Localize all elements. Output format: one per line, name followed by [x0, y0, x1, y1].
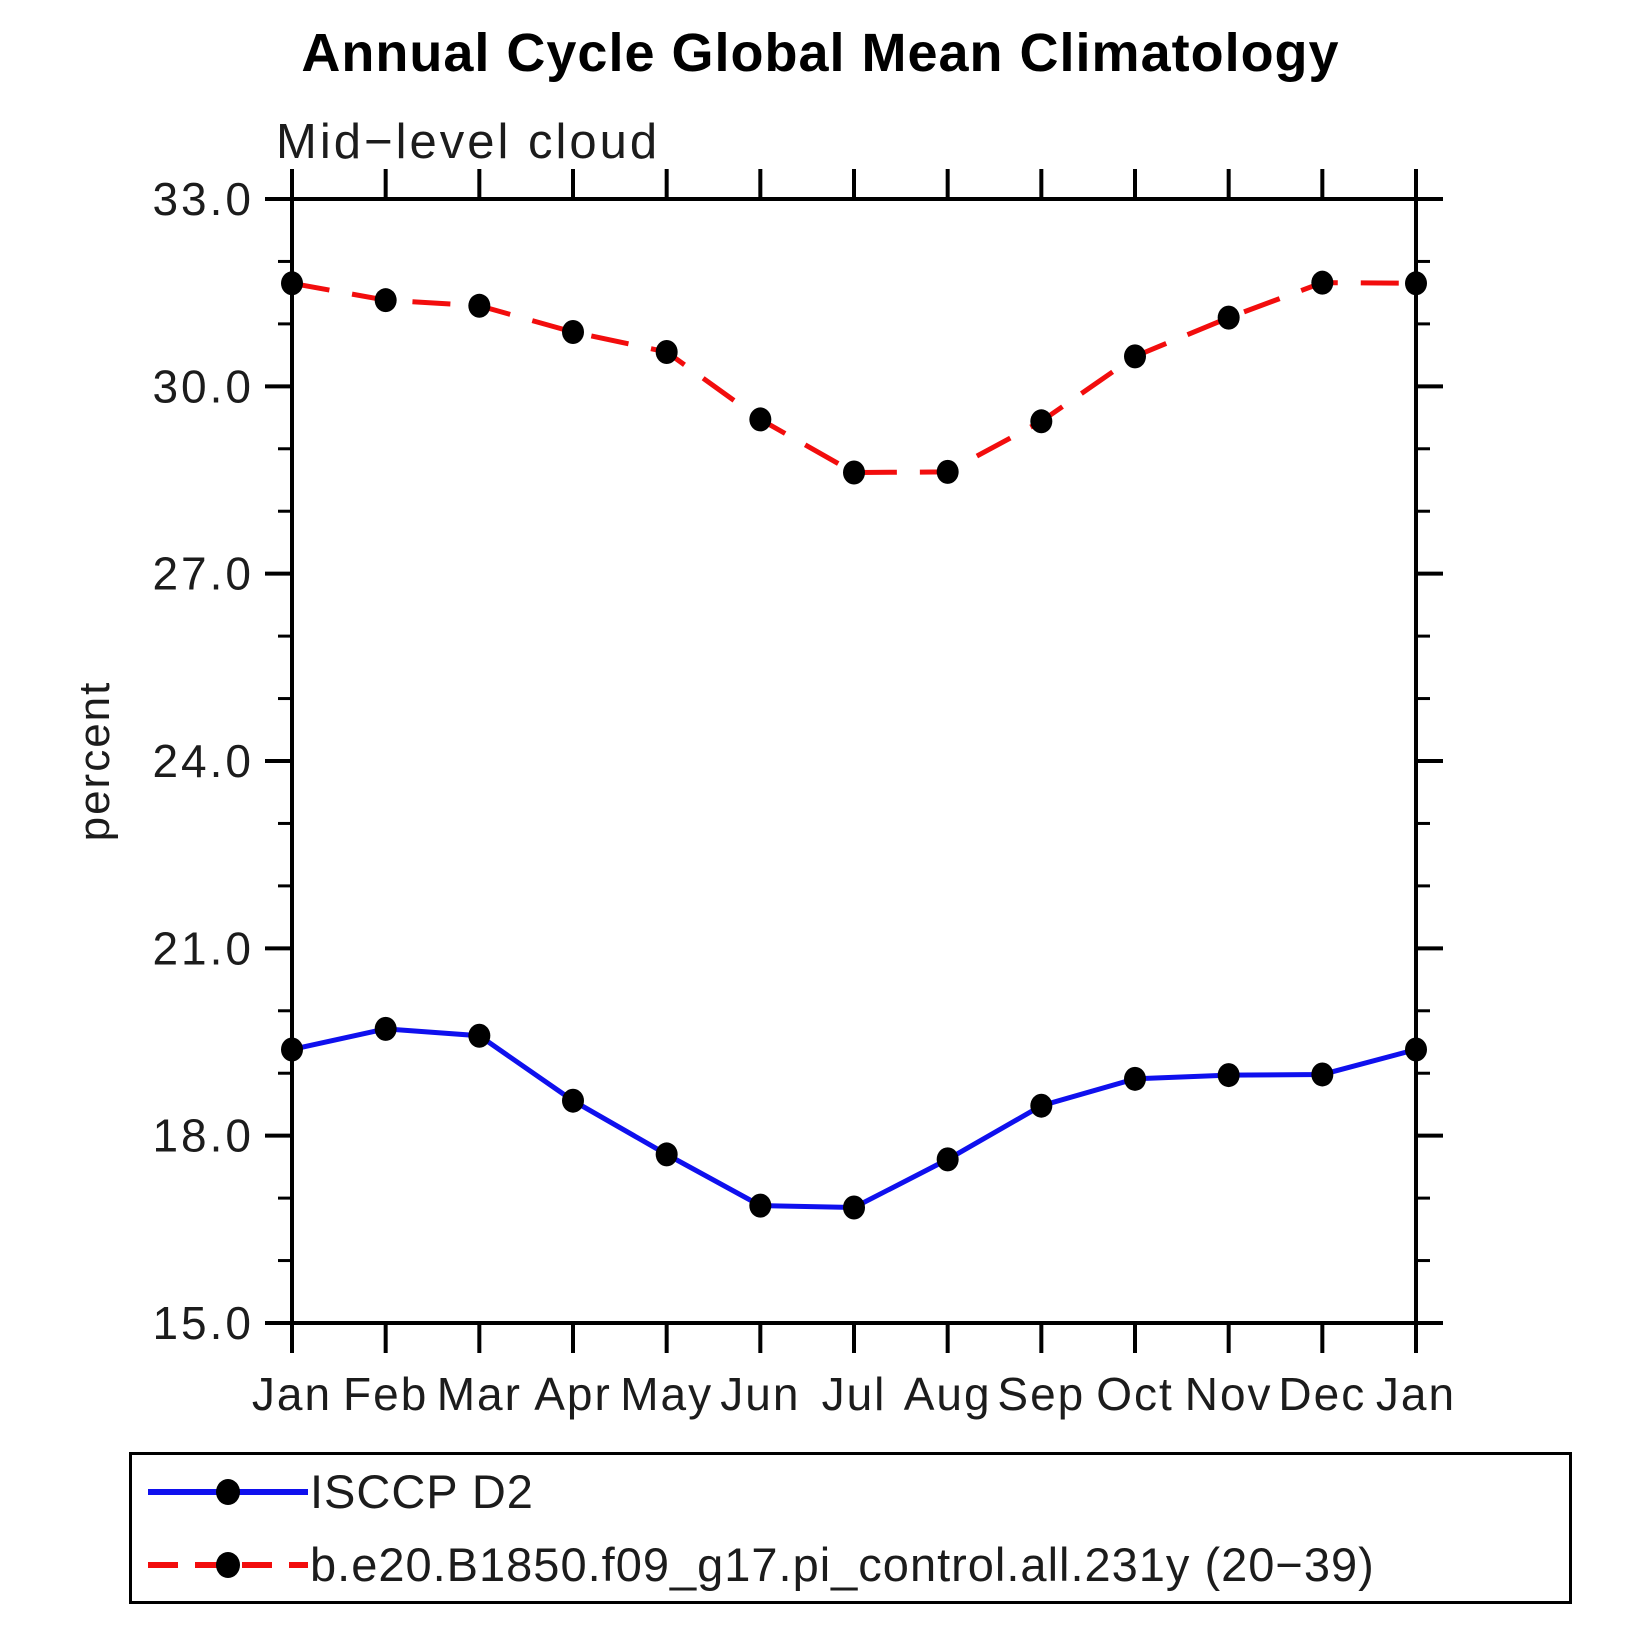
- series-line-1: [291, 280, 1417, 476]
- series-1-marker: [562, 320, 584, 345]
- x-tick-label: Jan: [252, 1368, 332, 1420]
- series-1-marker: [1030, 409, 1053, 434]
- legend: ISCCP D2 b.e20.B1850.f09_g17.pi_control.…: [129, 1452, 1572, 1604]
- series-line-0: [291, 1026, 1417, 1210]
- x-tick-label: Feb: [343, 1368, 428, 1420]
- series-1-marker: [843, 460, 865, 485]
- x-tick-label: Jun: [720, 1368, 800, 1420]
- series-0-marker: [1030, 1093, 1053, 1118]
- series-1-marker: [1124, 344, 1146, 369]
- series-1-marker: [374, 288, 397, 313]
- series-0-marker: [374, 1016, 397, 1041]
- series-1-marker: [1405, 271, 1427, 296]
- legend-label-model-run: b.e20.B1850.f09_g17.pi_control.all.231y …: [310, 1538, 1375, 1591]
- series-1-marker: [281, 271, 303, 296]
- axis-box: [290, 197, 1418, 1325]
- series-1-marker: [655, 339, 678, 364]
- chart-title: Annual Cycle Global Mean Climatology: [301, 23, 1340, 83]
- x-tick-label: Aug: [904, 1368, 992, 1420]
- series-0-marker: [468, 1023, 491, 1048]
- y-tick-label: 18.0: [152, 1110, 254, 1162]
- x-tick-label: Sep: [997, 1368, 1085, 1420]
- x-tick-label: Dec: [1278, 1368, 1366, 1420]
- x-tick-label: Apr: [534, 1368, 612, 1420]
- series-0-marker: [749, 1193, 772, 1218]
- x-tick-label: Jul: [822, 1368, 887, 1420]
- x-tick-label: Jan: [1376, 1368, 1456, 1420]
- series-1-marker: [1311, 270, 1334, 295]
- legend-sample-solid-line: [148, 1478, 308, 1505]
- series-0-marker: [1405, 1037, 1427, 1062]
- y-tick-label: 21.0: [152, 922, 254, 974]
- series-0-marker: [655, 1142, 678, 1167]
- x-tick-label: May: [620, 1368, 713, 1420]
- legend-item-isccp-d2: ISCCP D2: [132, 1460, 1569, 1524]
- series-0-marker: [936, 1147, 959, 1172]
- x-tick-label: Nov: [1185, 1368, 1273, 1420]
- series-0-marker: [281, 1037, 303, 1062]
- series-0-marker: [1124, 1066, 1146, 1091]
- series-0-marker: [562, 1088, 584, 1113]
- series-1-marker: [749, 407, 772, 432]
- y-tick-label: 33.0: [152, 173, 254, 225]
- legend-label-isccp-d2: ISCCP D2: [310, 1465, 534, 1518]
- y-tick-label: 27.0: [152, 548, 254, 600]
- x-tick-label: Mar: [437, 1368, 522, 1420]
- series-1-marker: [936, 459, 959, 484]
- legend-item-model-run: b.e20.B1850.f09_g17.pi_control.all.231y …: [132, 1533, 1569, 1597]
- y-tick-label: 24.0: [152, 735, 254, 787]
- legend-sample-dashed-line: [148, 1551, 308, 1578]
- y-tick-label: 30.0: [152, 360, 254, 412]
- series-0-marker: [843, 1195, 865, 1220]
- series-0-marker: [1311, 1062, 1334, 1087]
- chart-subtitle: Mid−level cloud: [276, 115, 661, 169]
- series-1-marker: [1217, 305, 1240, 330]
- x-tick-label: Oct: [1096, 1368, 1174, 1420]
- y-tick-label: 15.0: [152, 1297, 254, 1349]
- series-0-marker: [1217, 1063, 1240, 1088]
- series-1-marker: [468, 293, 491, 318]
